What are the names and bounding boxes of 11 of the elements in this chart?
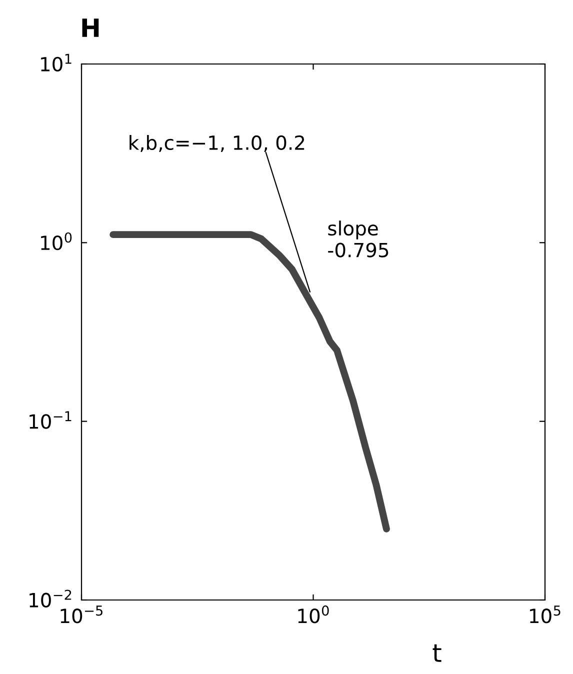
y-tick-label: 10$^{1}$ [41, 54, 72, 72]
chart-title: H [82, 18, 99, 37]
x-axis-title: t [432, 644, 442, 662]
x-tick-label: 10$^{−5}$ [60, 606, 102, 624]
x-tick-label: 10$^{5}$ [530, 606, 560, 624]
x-tick-label: 10$^{0}$ [298, 605, 329, 624]
annotation: k,b,c=−1, 1.0, 0.2 [130, 134, 304, 152]
y-tick-label: 10$^{−1}$ [30, 411, 72, 429]
annotation: slope -0.795 [328, 220, 388, 258]
y-tick-label: 10$^{0}$ [41, 232, 72, 250]
y-tick-label: 10$^{−2}$ [30, 590, 72, 608]
